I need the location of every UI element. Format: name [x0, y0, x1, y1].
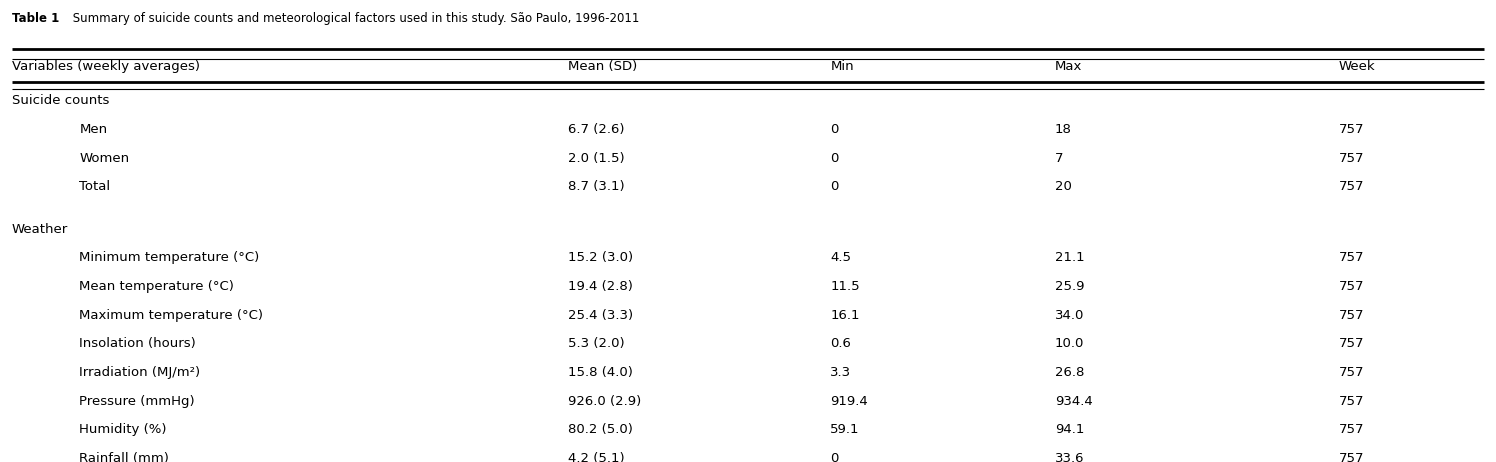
Text: 757: 757 [1339, 366, 1364, 379]
Text: 757: 757 [1339, 309, 1364, 322]
Text: 94.1: 94.1 [1055, 423, 1085, 436]
Text: 919.4: 919.4 [830, 395, 868, 407]
Text: 4.2 (5.1): 4.2 (5.1) [568, 452, 625, 462]
Text: 34.0: 34.0 [1055, 309, 1085, 322]
Text: Irradiation (MJ/m²): Irradiation (MJ/m²) [79, 366, 200, 379]
Text: 0: 0 [830, 452, 839, 462]
Text: 19.4 (2.8): 19.4 (2.8) [568, 280, 633, 293]
Text: Mean (SD): Mean (SD) [568, 61, 637, 73]
Text: 757: 757 [1339, 152, 1364, 164]
Text: 757: 757 [1339, 337, 1364, 350]
Text: 0.6: 0.6 [830, 337, 851, 350]
Text: Total: Total [79, 180, 111, 193]
Text: Min: Min [830, 61, 854, 73]
Text: 20: 20 [1055, 180, 1071, 193]
Text: 3.3: 3.3 [830, 366, 851, 379]
Text: 59.1: 59.1 [830, 423, 860, 436]
Text: 10.0: 10.0 [1055, 337, 1085, 350]
Text: Mean temperature (°C): Mean temperature (°C) [79, 280, 235, 293]
Text: Pressure (mmHg): Pressure (mmHg) [79, 395, 194, 407]
Text: 8.7 (3.1): 8.7 (3.1) [568, 180, 625, 193]
Text: 18: 18 [1055, 123, 1071, 136]
Text: Week: Week [1339, 61, 1375, 73]
Text: 4.5: 4.5 [830, 251, 851, 264]
Text: 0: 0 [830, 152, 839, 164]
Text: Minimum temperature (°C): Minimum temperature (°C) [79, 251, 259, 264]
Text: Table 1: Table 1 [12, 12, 60, 24]
Text: 21.1: 21.1 [1055, 251, 1085, 264]
Text: Humidity (%): Humidity (%) [79, 423, 166, 436]
Text: 0: 0 [830, 180, 839, 193]
Text: 5.3 (2.0): 5.3 (2.0) [568, 337, 625, 350]
Text: 6.7 (2.6): 6.7 (2.6) [568, 123, 625, 136]
Text: 757: 757 [1339, 423, 1364, 436]
Text: Variables (weekly averages): Variables (weekly averages) [12, 61, 200, 73]
Text: 33.6: 33.6 [1055, 452, 1085, 462]
Text: Women: Women [79, 152, 130, 164]
Text: 757: 757 [1339, 280, 1364, 293]
Text: Insolation (hours): Insolation (hours) [79, 337, 196, 350]
Text: 2.0 (1.5): 2.0 (1.5) [568, 152, 625, 164]
Text: 757: 757 [1339, 123, 1364, 136]
Text: 757: 757 [1339, 452, 1364, 462]
Text: Weather: Weather [12, 223, 69, 236]
Text: Summary of suicide counts and meteorological factors used in this study. São Pau: Summary of suicide counts and meteorolog… [69, 12, 639, 24]
Text: 11.5: 11.5 [830, 280, 860, 293]
Text: 757: 757 [1339, 251, 1364, 264]
Text: 80.2 (5.0): 80.2 (5.0) [568, 423, 633, 436]
Text: 15.8 (4.0): 15.8 (4.0) [568, 366, 633, 379]
Text: 757: 757 [1339, 395, 1364, 407]
Text: 25.4 (3.3): 25.4 (3.3) [568, 309, 634, 322]
Text: 934.4: 934.4 [1055, 395, 1092, 407]
Text: Suicide counts: Suicide counts [12, 94, 109, 107]
Text: 7: 7 [1055, 152, 1064, 164]
Text: Max: Max [1055, 61, 1082, 73]
Text: 25.9: 25.9 [1055, 280, 1085, 293]
Text: Maximum temperature (°C): Maximum temperature (°C) [79, 309, 263, 322]
Text: 26.8: 26.8 [1055, 366, 1085, 379]
Text: 926.0 (2.9): 926.0 (2.9) [568, 395, 642, 407]
Text: 15.2 (3.0): 15.2 (3.0) [568, 251, 634, 264]
Text: 16.1: 16.1 [830, 309, 860, 322]
Text: 757: 757 [1339, 180, 1364, 193]
Text: 0: 0 [830, 123, 839, 136]
Text: Men: Men [79, 123, 108, 136]
Text: Rainfall (mm): Rainfall (mm) [79, 452, 169, 462]
